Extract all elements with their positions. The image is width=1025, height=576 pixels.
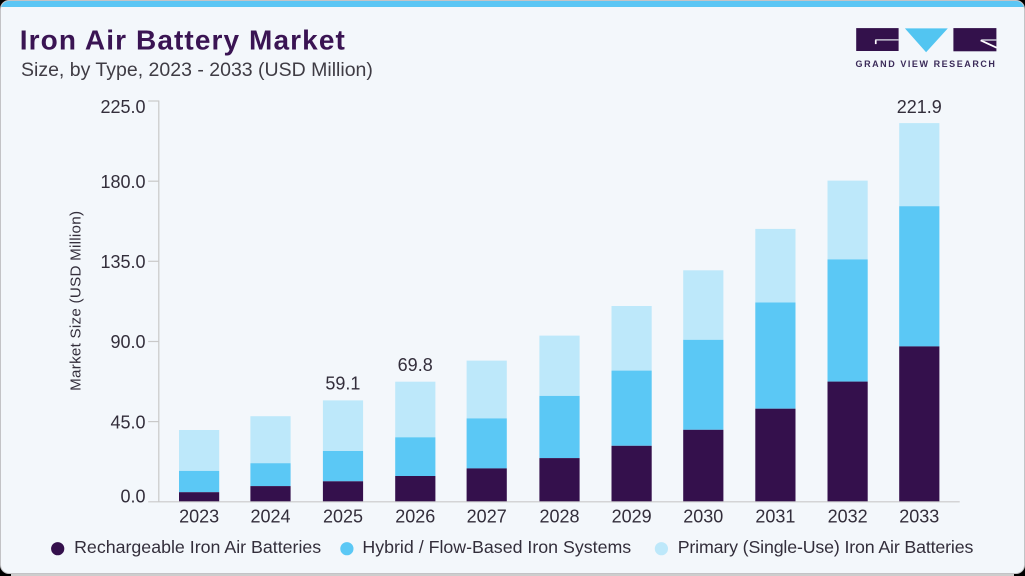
- svg-text:225.0: 225.0: [100, 97, 145, 117]
- svg-text:Hybrid / Flow-Based Iron Syste: Hybrid / Flow-Based Iron Systems: [362, 537, 631, 557]
- svg-text:221.9: 221.9: [897, 97, 942, 117]
- svg-text:Market Size (USD Million): Market Size (USD Million): [67, 211, 84, 391]
- svg-text:2027: 2027: [467, 507, 507, 527]
- svg-text:Primary (Single-Use) Iron Air: Primary (Single-Use) Iron Air Batteries: [678, 537, 974, 557]
- svg-text:Size, by Type, 2023 - 2033 (US: Size, by Type, 2023 - 2033 (USD Million): [21, 59, 373, 81]
- svg-text:2023: 2023: [179, 507, 219, 527]
- svg-text:2033: 2033: [899, 507, 939, 527]
- svg-text:59.1: 59.1: [325, 374, 360, 394]
- svg-text:90.0: 90.0: [110, 332, 145, 352]
- svg-text:2031: 2031: [755, 507, 795, 527]
- svg-text:GRAND VIEW RESEARCH: GRAND VIEW RESEARCH: [856, 59, 997, 69]
- svg-text:2028: 2028: [539, 507, 579, 527]
- svg-text:Rechargeable Iron Air Batterie: Rechargeable Iron Air Batteries: [74, 537, 321, 557]
- svg-text:135.0: 135.0: [100, 252, 145, 272]
- svg-text:2029: 2029: [612, 507, 652, 527]
- svg-text:45.0: 45.0: [110, 412, 145, 432]
- svg-text:2024: 2024: [250, 507, 290, 527]
- svg-text:180.0: 180.0: [100, 172, 145, 192]
- svg-text:2030: 2030: [683, 507, 723, 527]
- svg-text:69.8: 69.8: [398, 355, 433, 375]
- svg-text:2025: 2025: [323, 507, 363, 527]
- svg-text:Iron Air Battery Market: Iron Air Battery Market: [20, 25, 346, 56]
- svg-text:0.0: 0.0: [120, 486, 145, 506]
- svg-text:2026: 2026: [395, 507, 435, 527]
- svg-text:2032: 2032: [828, 507, 868, 527]
